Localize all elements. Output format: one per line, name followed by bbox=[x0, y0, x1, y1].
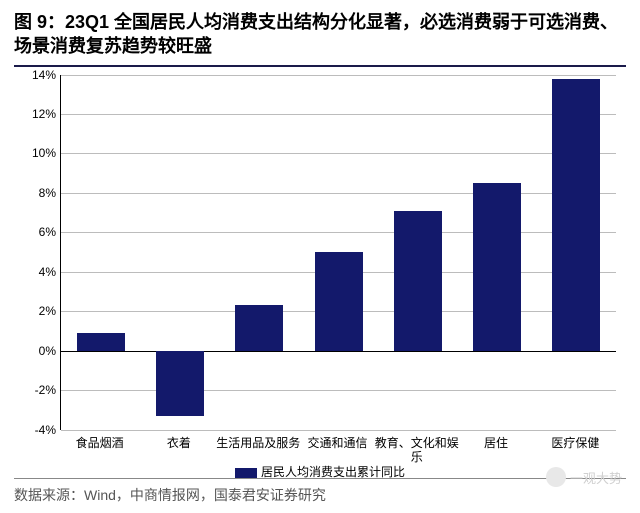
y-tick-label: 2% bbox=[14, 304, 56, 318]
y-tick-label: 14% bbox=[14, 68, 56, 82]
x-tick-label: 衣着 bbox=[133, 436, 224, 450]
gridline bbox=[61, 75, 616, 76]
legend-swatch bbox=[235, 468, 257, 478]
bar bbox=[473, 183, 521, 351]
bar bbox=[552, 79, 600, 351]
source-line: 数据来源：Wind，中商情报网，国泰君安证券研究 bbox=[14, 481, 626, 505]
bar bbox=[394, 211, 442, 351]
bar bbox=[235, 305, 283, 350]
y-tick-label: -4% bbox=[14, 423, 56, 437]
legend-label: 居民人均消费支出累计同比 bbox=[261, 465, 405, 479]
y-tick-label: -2% bbox=[14, 383, 56, 397]
x-tick-label: 食品烟酒 bbox=[54, 436, 145, 450]
y-tick-label: 10% bbox=[14, 146, 56, 160]
x-tick-label: 交通和通信 bbox=[292, 436, 383, 450]
bar bbox=[156, 351, 204, 416]
gridline bbox=[61, 390, 616, 391]
x-tick-label: 医疗保健 bbox=[530, 436, 621, 450]
y-tick-label: 8% bbox=[14, 186, 56, 200]
plot-region bbox=[60, 75, 616, 430]
gridline bbox=[61, 114, 616, 115]
x-tick-label: 居住 bbox=[450, 436, 541, 450]
gridline bbox=[61, 430, 616, 431]
gridline bbox=[61, 351, 616, 352]
y-tick-label: 6% bbox=[14, 225, 56, 239]
y-tick-label: 0% bbox=[14, 344, 56, 358]
chart-title: 图 9：23Q1 全国居民人均消费支出结构分化显著，必选消费弱于可选消费、场景消… bbox=[14, 10, 626, 59]
bar bbox=[315, 252, 363, 351]
bar bbox=[77, 333, 125, 351]
gridline bbox=[61, 193, 616, 194]
x-tick-label: 教育、文化和娱乐 bbox=[371, 436, 462, 465]
gridline bbox=[61, 232, 616, 233]
y-tick-label: 4% bbox=[14, 265, 56, 279]
legend: 居民人均消费支出累计同比 bbox=[14, 463, 626, 482]
chart-area: 食品烟酒衣着生活用品及服务交通和通信教育、文化和娱乐居住医疗保健 居民人均消费支… bbox=[14, 65, 626, 479]
x-tick-label: 生活用品及服务 bbox=[213, 436, 304, 450]
y-tick-label: 12% bbox=[14, 107, 56, 121]
figure-container: 图 9：23Q1 全国居民人均消费支出结构分化显著，必选消费弱于可选消费、场景消… bbox=[0, 0, 640, 513]
gridline bbox=[61, 153, 616, 154]
